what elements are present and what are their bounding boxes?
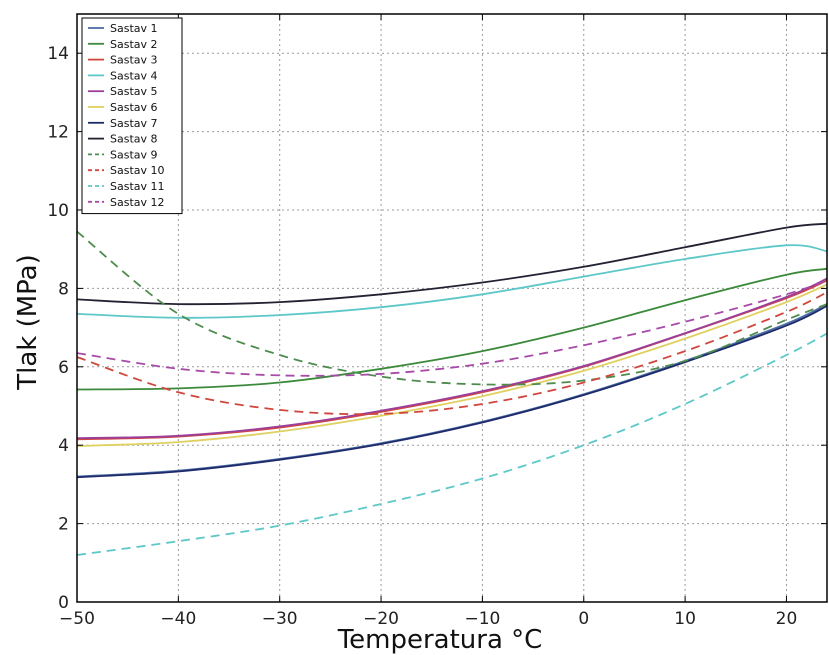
x-tick-label: −10 (464, 609, 500, 629)
y-tick-label: 6 (58, 358, 69, 378)
legend-box (81, 17, 183, 215)
x-tick-label: 10 (674, 609, 696, 629)
y-tick-label: 12 (47, 123, 69, 143)
series-line-6 (76, 283, 828, 447)
legend-label-9: Sastav 9 (110, 148, 158, 161)
x-axis-label: Temperatura °C (337, 625, 543, 655)
x-tick-label: −50 (59, 609, 95, 629)
legend-label-10: Sastav 10 (110, 164, 165, 177)
legend-label-6: Sastav 6 (110, 101, 158, 114)
series-line-12 (76, 279, 828, 377)
series-line-9 (76, 230, 828, 386)
x-tick-label: 20 (776, 609, 798, 629)
series-line-11 (76, 332, 828, 556)
x-tick-label: 0 (578, 609, 589, 629)
legend-label-7: Sastav 7 (110, 117, 158, 130)
axis-ticks: −50 −40 −30 −20 −10 0 10 20 0 2 4 6 8 10 12 14 (47, 14, 827, 629)
series-lines (76, 222, 828, 556)
legend-label-5: Sastav 5 (110, 85, 158, 98)
series-line-7 (76, 305, 828, 479)
legend-label-1: Sastav 1 (110, 22, 158, 35)
y-tick-label: 4 (58, 436, 69, 456)
x-tick-label: −40 (160, 609, 196, 629)
series-line-4 (76, 244, 828, 319)
series-line-8 (76, 222, 828, 306)
plot-frame (76, 13, 828, 603)
x-tick-label: −20 (363, 609, 399, 629)
y-tick-label: 8 (58, 279, 69, 299)
legend: Sastav 1 Sastav 2 Sastav 3 Sastav 4 Sastav 5… (81, 17, 183, 215)
legend-label-2: Sastav 2 (110, 38, 158, 51)
y-tick-label: 14 (47, 44, 69, 64)
legend-label-11: Sastav 11 (110, 180, 165, 193)
y-axis-label: Tlak (MPa) (13, 254, 43, 391)
legend-label-4: Sastav 4 (110, 69, 158, 82)
grid (77, 14, 827, 602)
series-line-2 (76, 267, 828, 391)
legend-label-3: Sastav 3 (110, 54, 158, 67)
x-tick-label: −30 (262, 609, 298, 629)
y-tick-label: 2 (58, 515, 69, 535)
legend-label-8: Sastav 8 (110, 133, 158, 146)
series-line-10 (76, 291, 828, 416)
y-tick-label: 0 (58, 593, 69, 613)
y-tick-label: 10 (47, 201, 69, 221)
legend-label-12: Sastav 12 (110, 196, 165, 209)
series-line-5 (76, 277, 828, 439)
